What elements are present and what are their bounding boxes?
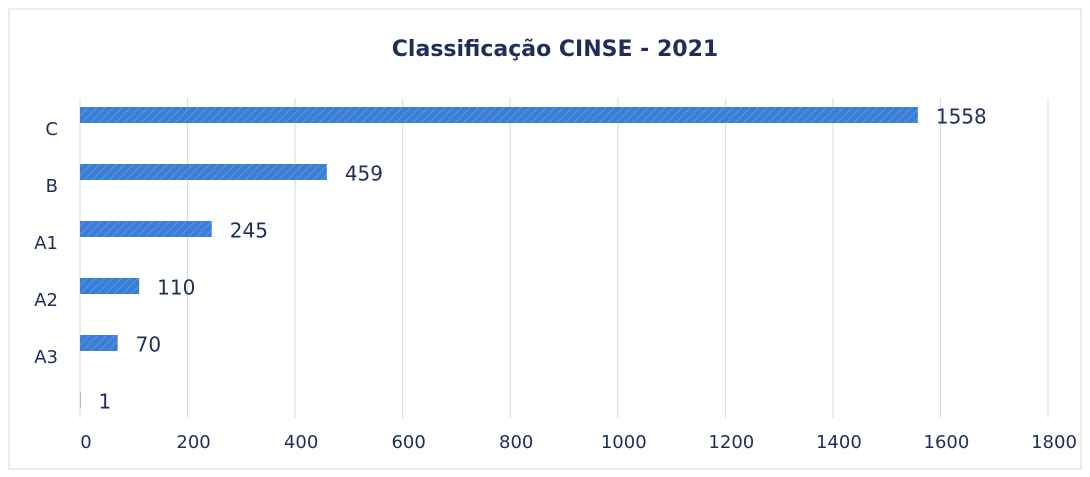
bar <box>80 335 118 351</box>
y-tick-label: B <box>46 176 58 197</box>
x-tick-label: 1200 <box>708 432 754 453</box>
data-label: 1 <box>99 390 112 414</box>
x-tick-label: 600 <box>391 432 425 453</box>
x-tick-label: 1800 <box>1031 432 1077 453</box>
x-tick-label: 800 <box>499 432 533 453</box>
data-label: 245 <box>230 219 268 243</box>
chart-border <box>8 8 1082 470</box>
x-tick-label: 200 <box>176 432 210 453</box>
bar <box>80 221 212 237</box>
x-tick-label: 1400 <box>816 432 862 453</box>
x-tick-label: 1000 <box>601 432 647 453</box>
bar <box>80 164 327 180</box>
x-tick-label: 1600 <box>924 432 970 453</box>
data-label: 110 <box>157 276 195 300</box>
y-tick-label: A1 <box>34 233 58 254</box>
data-label: 70 <box>136 333 161 357</box>
y-tick-label: A2 <box>34 290 58 311</box>
y-tick-label: A3 <box>34 347 58 368</box>
bar <box>80 392 81 408</box>
data-label: 459 <box>345 162 383 186</box>
bar <box>80 107 918 123</box>
x-tick-label: 0 <box>80 432 91 453</box>
bar <box>80 278 140 294</box>
data-label: 1558 <box>936 105 987 129</box>
x-tick-label: 400 <box>284 432 318 453</box>
y-tick-label: C <box>45 119 58 140</box>
chart-title: Classificação CINSE - 2021 <box>392 37 718 62</box>
